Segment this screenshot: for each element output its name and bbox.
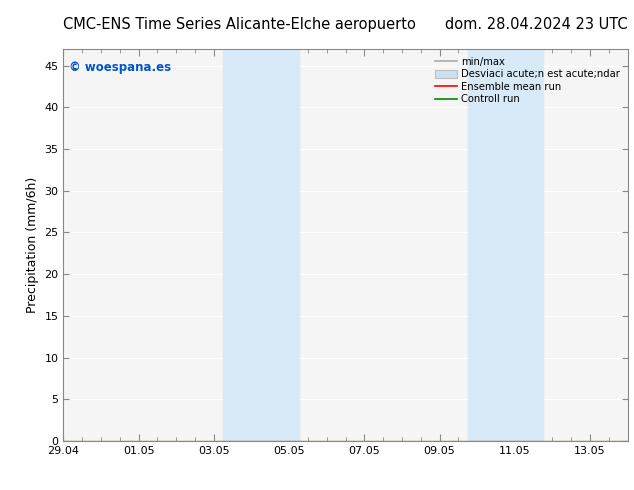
Bar — [223, 49, 299, 441]
Bar — [468, 49, 543, 441]
Y-axis label: Precipitation (mm/6h): Precipitation (mm/6h) — [26, 177, 39, 313]
Text: CMC-ENS Time Series Alicante-Elche aeropuerto: CMC-ENS Time Series Alicante-Elche aerop… — [63, 17, 417, 32]
Legend: min/max, Desviaci acute;n est acute;ndar, Ensemble mean run, Controll run: min/max, Desviaci acute;n est acute;ndar… — [432, 54, 623, 107]
Text: dom. 28.04.2024 23 UTC: dom. 28.04.2024 23 UTC — [445, 17, 628, 32]
Text: © woespana.es: © woespana.es — [69, 61, 171, 74]
